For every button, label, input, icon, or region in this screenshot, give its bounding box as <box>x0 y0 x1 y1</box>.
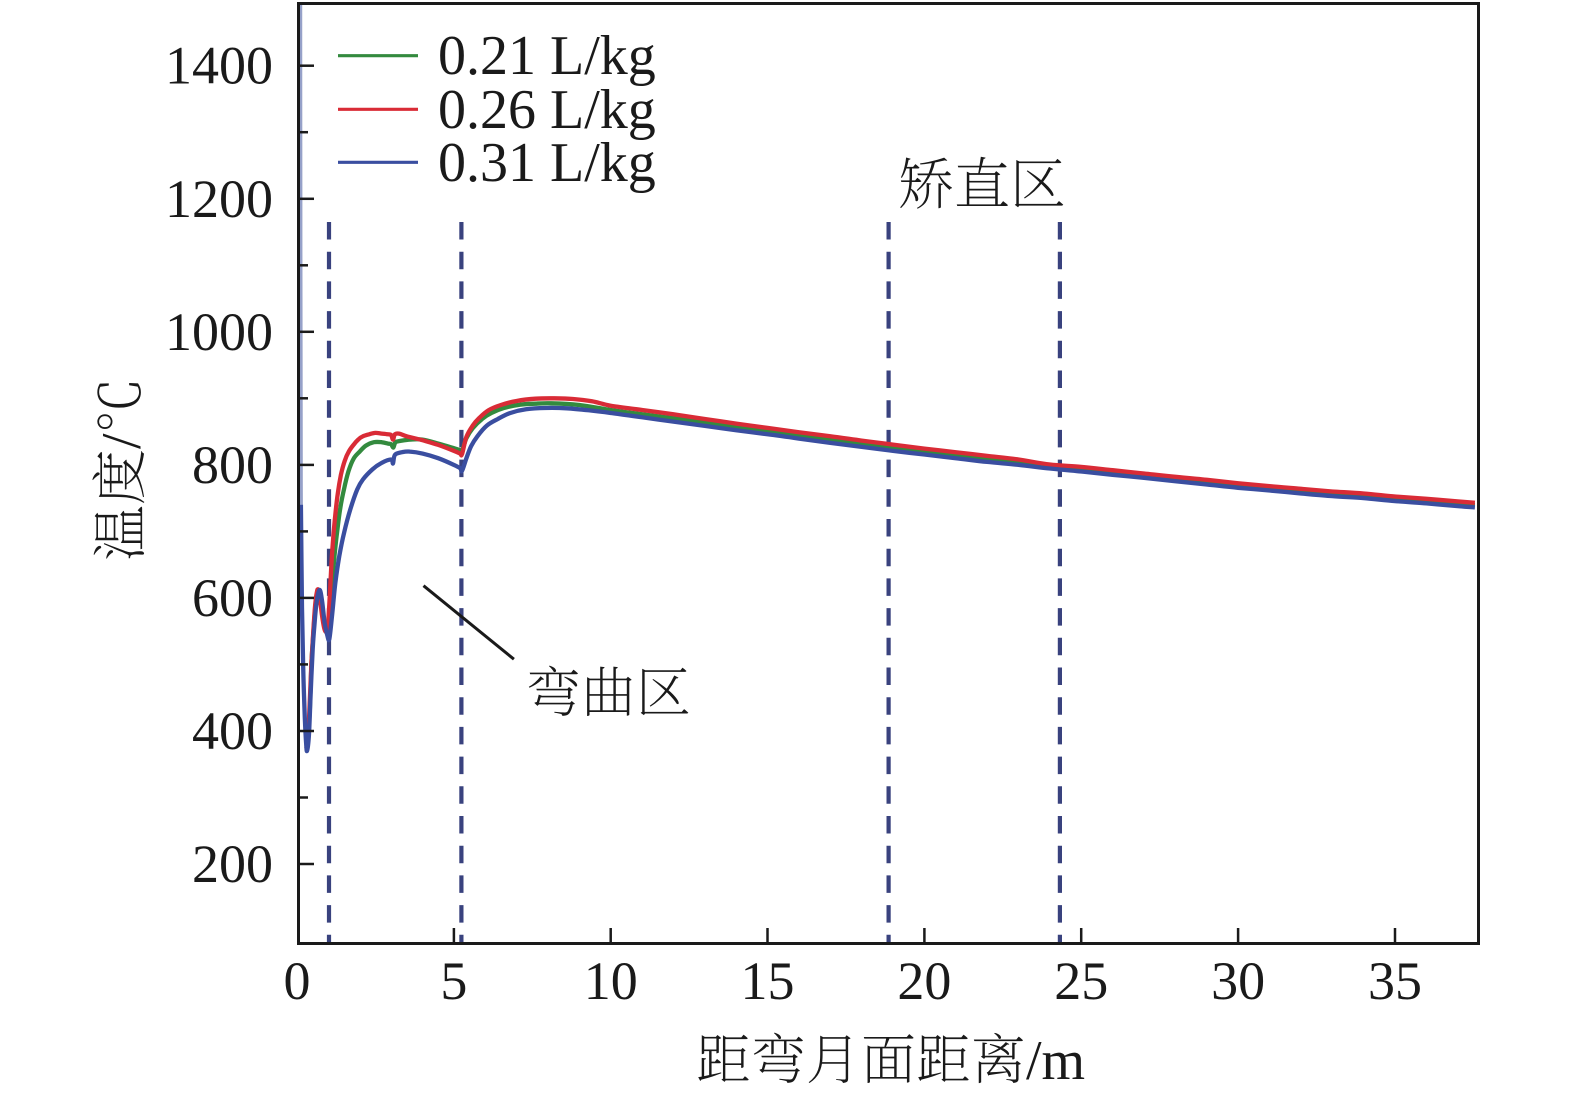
svg-text:/: / <box>91 433 153 449</box>
svg-text:20: 20 <box>897 951 951 1011</box>
svg-text:5: 5 <box>440 951 467 1011</box>
svg-text:600: 600 <box>192 568 273 628</box>
svg-text:1000: 1000 <box>165 302 273 362</box>
svg-text:30: 30 <box>1211 951 1265 1011</box>
svg-text:0: 0 <box>284 951 311 1011</box>
svg-text:/m: /m <box>1026 1030 1085 1092</box>
svg-text:200: 200 <box>192 834 273 894</box>
svg-text:0.21 L/kg: 0.21 L/kg <box>438 25 656 87</box>
svg-text:400: 400 <box>192 701 273 761</box>
svg-text:35: 35 <box>1368 951 1422 1011</box>
svg-text:1200: 1200 <box>165 169 273 229</box>
svg-text:1400: 1400 <box>165 36 273 96</box>
svg-text:15: 15 <box>741 951 795 1011</box>
svg-text:800: 800 <box>192 435 273 495</box>
svg-text:0.26 L/kg: 0.26 L/kg <box>438 79 656 141</box>
svg-text:25: 25 <box>1054 951 1108 1011</box>
svg-text:10: 10 <box>584 951 638 1011</box>
svg-text:0.31 L/kg: 0.31 L/kg <box>438 132 656 194</box>
